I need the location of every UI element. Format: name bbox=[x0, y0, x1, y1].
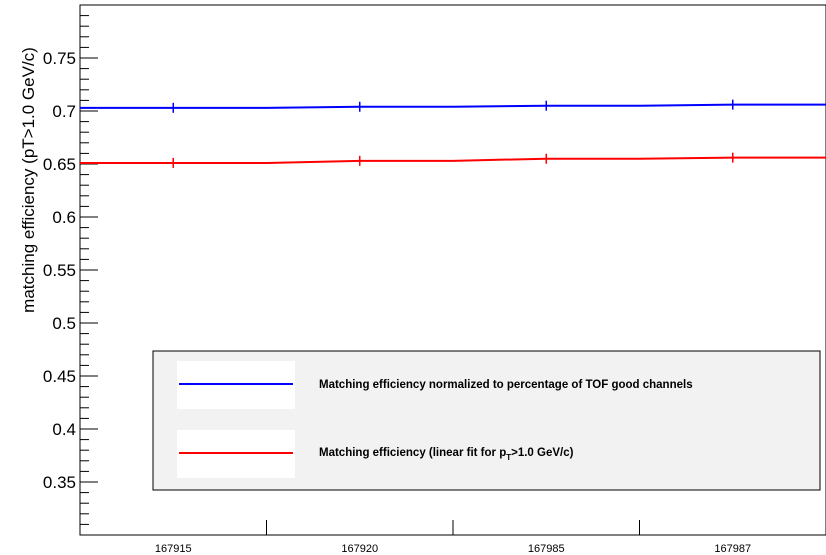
y-tick-label: 0.45 bbox=[43, 367, 76, 386]
x-tick-label: 167920 bbox=[341, 543, 378, 555]
legend-label-red: Matching efficiency (linear fit for pT>1… bbox=[319, 447, 574, 462]
legend-label-red-part2: >1.0 GeV/c) bbox=[511, 447, 573, 459]
y-axis-label: matching efficiency (pT>1.0 GeV/c) bbox=[19, 47, 38, 313]
legend-label-red-part1: Matching efficiency (linear fit for p bbox=[319, 447, 506, 459]
legend-label-red-subscript: T bbox=[506, 453, 511, 462]
y-tick-label: 0.4 bbox=[52, 420, 76, 439]
y-axis: 0.35 0.4 0.45 0.5 0.55 0.6 0.65 0.7 0.75 bbox=[43, 4, 98, 536]
legend-label-blue: Matching efficiency normalized to percen… bbox=[319, 379, 693, 391]
series-line-1 bbox=[80, 156, 826, 164]
x-axis: 167915 167920 167985 167987 bbox=[155, 520, 751, 555]
y-tick-label: 0.65 bbox=[43, 155, 76, 174]
y-tick-label: 0.6 bbox=[52, 208, 76, 227]
x-tick-label: 167985 bbox=[528, 543, 565, 555]
y-tick-label: 0.75 bbox=[43, 49, 76, 68]
x-tick-label: 167915 bbox=[155, 543, 192, 555]
legend: Matching efficiency normalized to percen… bbox=[152, 350, 821, 491]
y-tick-label: 0.5 bbox=[52, 314, 76, 333]
x-tick-label: 167987 bbox=[714, 543, 751, 555]
y-tick-label: 0.35 bbox=[43, 473, 76, 492]
series-line-0 bbox=[80, 103, 826, 109]
y-tick-label: 0.55 bbox=[43, 261, 76, 280]
series-layer bbox=[80, 99, 826, 168]
y-tick-label: 0.7 bbox=[52, 102, 76, 121]
